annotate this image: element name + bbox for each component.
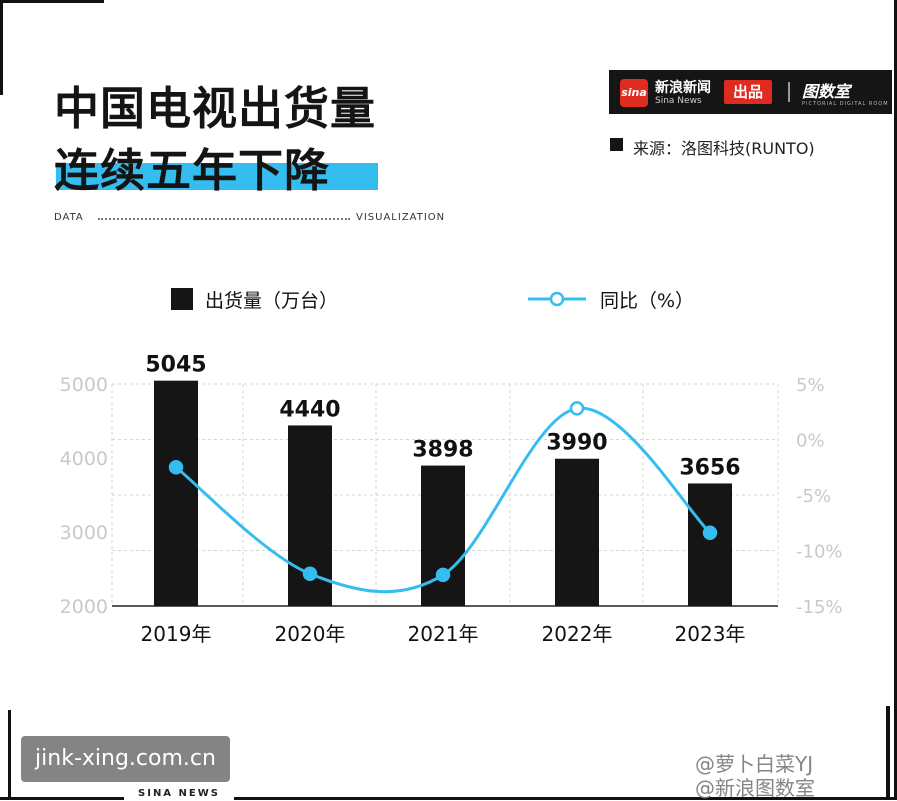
frame-corner-left bbox=[0, 0, 3, 95]
bar bbox=[688, 483, 732, 606]
bar-value-label: 3656 bbox=[679, 455, 740, 480]
legend-bar-label: 出货量（万台） bbox=[205, 290, 338, 312]
x-tick-label: 2021年 bbox=[408, 622, 479, 646]
bar-value-label: 3898 bbox=[412, 438, 473, 463]
brand-separator bbox=[788, 82, 790, 102]
yoy-point bbox=[168, 460, 184, 475]
legend-line-label: 同比（%） bbox=[600, 290, 694, 312]
frame-bottom-right bbox=[886, 706, 890, 800]
footer-label: SINA NEWS bbox=[124, 787, 234, 800]
bar-value-label: 4440 bbox=[279, 397, 340, 422]
y-right-tick-label: -15% bbox=[796, 597, 843, 618]
sina-logo-icon: sina bbox=[620, 79, 648, 107]
legend-bar-swatch bbox=[171, 288, 193, 310]
x-tick-label: 2019年 bbox=[141, 622, 212, 646]
frame-corner-top bbox=[0, 0, 104, 3]
brand-name: 新浪新闻 bbox=[655, 80, 711, 96]
title-highlight-bar bbox=[56, 163, 378, 190]
x-tick-label: 2022年 bbox=[542, 622, 613, 646]
y-right-tick-label: -5% bbox=[796, 486, 831, 507]
y-right-tick-label: 5% bbox=[796, 375, 825, 396]
source-marker-icon bbox=[610, 138, 623, 151]
y-left-tick-label: 3000 bbox=[60, 522, 108, 544]
dotted-divider bbox=[98, 218, 350, 220]
y-left-tick-label: 4000 bbox=[60, 448, 108, 470]
data-label: DATA bbox=[54, 212, 84, 223]
page-title-line2: 连续五年下降 bbox=[54, 144, 331, 197]
yoy-point bbox=[702, 525, 718, 540]
x-tick-label: 2023年 bbox=[675, 622, 746, 646]
source-text: 来源：洛图科技(RUNTO) bbox=[633, 139, 815, 158]
y-right-tick-label: -10% bbox=[796, 542, 843, 563]
legend-line-marker bbox=[549, 291, 565, 307]
y-left-tick-label: 5000 bbox=[60, 374, 108, 396]
y-right-tick-label: 0% bbox=[796, 431, 825, 452]
brand-subtitle: Sina News bbox=[655, 96, 702, 106]
y-left-tick-label: 2000 bbox=[60, 596, 108, 618]
frame-bottom-edge bbox=[0, 797, 897, 800]
brand-tag: 出品 bbox=[724, 80, 772, 104]
yoy-point bbox=[302, 566, 318, 582]
frame-right-edge bbox=[894, 0, 897, 800]
bar-value-label: 5045 bbox=[145, 353, 206, 378]
studio-subtitle: PICTORIAL DIGITAL ROOM bbox=[802, 101, 889, 107]
corner-credit-1: @萝卜白菜YJ bbox=[695, 752, 814, 776]
yoy-point bbox=[569, 401, 585, 416]
bar-value-label: 3990 bbox=[546, 431, 607, 456]
yoy-point bbox=[435, 567, 451, 583]
studio-logo: 图数室 bbox=[802, 82, 851, 101]
corner-credit-2: @新浪图数室 bbox=[695, 776, 815, 800]
bar bbox=[154, 380, 198, 606]
page-title-line1: 中国电视出货量 bbox=[54, 82, 377, 135]
visualization-label: VISUALIZATION bbox=[356, 212, 446, 223]
frame-bottom-left bbox=[8, 710, 11, 800]
bar bbox=[555, 458, 599, 606]
watermark-badge: jink-xing.com.cn bbox=[21, 736, 230, 782]
yoy-line bbox=[175, 406, 712, 594]
x-tick-label: 2020年 bbox=[275, 622, 346, 646]
bar bbox=[421, 465, 465, 606]
